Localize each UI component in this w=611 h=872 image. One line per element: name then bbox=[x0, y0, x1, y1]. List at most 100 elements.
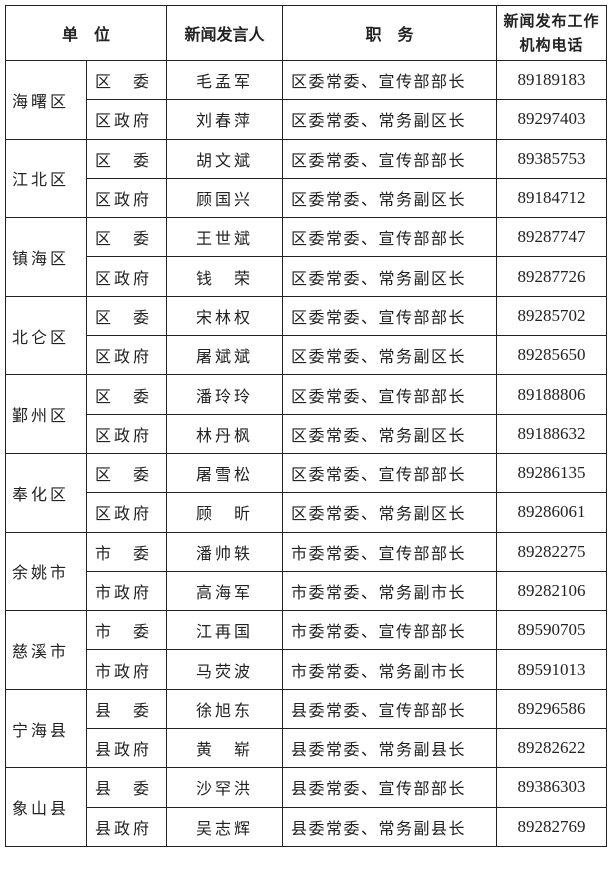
table-row: 江北区区 委胡文斌 区委常委、宣传部部长 89385753 bbox=[5, 138, 608, 219]
position-cell: 区委常委、常务副区长 bbox=[282, 492, 498, 533]
spokesperson-table: 单 位 新闻发言人 职 务 新闻发布工作机构电话 海曙区区 委毛孟军 区委常委、宣… bbox=[4, 5, 608, 847]
unit-cell: 区政府 bbox=[85, 492, 168, 533]
table-row: 县政府黄 崭县委常委、常务副县长 89282622 bbox=[6, 728, 608, 769]
header-row: 单 位 新闻发言人 职 务 新闻发布工作机构电话 bbox=[4, 5, 608, 61]
header-phone: 新闻发布工作机构电话 bbox=[496, 5, 608, 61]
region-name: 镇海区 bbox=[5, 217, 87, 297]
unit-cell: 市 委 bbox=[85, 531, 168, 572]
phone-cell: 89188632 bbox=[496, 413, 608, 454]
spokesperson-cell: 马荧波 bbox=[166, 649, 284, 690]
phone-cell: 89189183 bbox=[496, 59, 608, 101]
position-cell: 县委常委、宣传部部长 bbox=[282, 767, 498, 808]
header-spokesperson: 新闻发言人 bbox=[166, 5, 284, 61]
table-row: 区政府 屠斌斌 区委常委、常务副区长 89285650 bbox=[6, 335, 608, 376]
position-cell: 区委常委、宣传部部长 bbox=[282, 59, 498, 101]
unit-cell: 区政府 bbox=[85, 413, 168, 454]
region-name: 宁海县 bbox=[5, 688, 87, 769]
position-cell: 区委常委、宣传部部长 bbox=[282, 374, 498, 415]
position-cell: 县委常委、常务副县长 bbox=[282, 728, 498, 769]
spokesperson-cell: 顾国兴 bbox=[166, 177, 284, 219]
region-name: 北仑区 bbox=[5, 295, 87, 376]
unit-cell: 区政府 bbox=[85, 335, 168, 376]
unit-cell: 县 委 bbox=[85, 767, 168, 808]
position-cell: 区委常委、常务副区长 bbox=[282, 99, 498, 140]
position-cell: 市委常委、宣传部部长 bbox=[282, 610, 498, 651]
spokesperson-cell: 宋林权 bbox=[166, 295, 284, 337]
spokesperson-cell: 王世斌 bbox=[166, 217, 284, 258]
phone-cell: 89285702 bbox=[496, 295, 608, 337]
phone-cell: 89184712 bbox=[496, 177, 608, 219]
position-cell: 区委常委、宣传部部长 bbox=[282, 217, 498, 258]
spokesperson-cell: 潘玲玲 bbox=[166, 374, 284, 415]
phone-cell: 89386303 bbox=[496, 767, 608, 808]
unit-cell: 区 委 bbox=[85, 217, 168, 258]
spokesperson-cell: 刘春萍 bbox=[166, 99, 284, 140]
spokesperson-cell: 胡文斌 bbox=[166, 138, 284, 179]
table-row: 鄞州区区 委潘玲玲 区委常委、宣传部部长 89188806 bbox=[5, 374, 608, 454]
phone-cell: 89287747 bbox=[496, 217, 608, 258]
phone-cell: 89296586 bbox=[496, 688, 608, 730]
table-row: 区政府顾 昕区委常委、常务副区长 89286061 bbox=[6, 492, 608, 533]
header-unit: 单 位 bbox=[4, 5, 168, 61]
spokesperson-cell: 吴志辉 bbox=[166, 806, 284, 847]
phone-cell: 89297403 bbox=[496, 99, 608, 140]
unit-cell: 区政府 bbox=[85, 99, 168, 140]
unit-cell: 区 委 bbox=[85, 452, 168, 494]
region-name: 象山县 bbox=[5, 767, 87, 847]
position-cell: 市委常委、宣传部部长 bbox=[282, 531, 498, 572]
table-row: 区政府 顾国兴 区委常委、常务副区长 89184712 bbox=[6, 177, 608, 219]
table-row: 县政府 吴志辉 县委常委、常务副县长 89282769 bbox=[6, 806, 608, 847]
table-row: 象山县县 委沙罕洪 县委常委、宣传部部长 89386303 bbox=[5, 767, 608, 847]
position-cell: 区委常委、常务副区长 bbox=[282, 177, 498, 219]
phone-cell: 89591013 bbox=[496, 649, 608, 690]
phone-cell: 89282622 bbox=[496, 728, 608, 769]
region-name: 余姚市 bbox=[5, 531, 87, 612]
position-cell: 市委常委、常务副市长 bbox=[282, 570, 498, 612]
table-row: 市政府 马荧波 市委常委、常务副市长 89591013 bbox=[6, 649, 608, 690]
position-cell: 市委常委、常务副市长 bbox=[282, 649, 498, 690]
table-row: 余姚市市 委潘帅轶 市委常委、宣传部部长 89282275 bbox=[5, 531, 608, 612]
region-name: 江北区 bbox=[5, 138, 87, 219]
table-row: 区政府 刘春萍 区委常委、常务副区长 89297403 bbox=[6, 99, 608, 140]
table-row: 区政府钱 荣区委常委、常务副区长 89287726 bbox=[6, 256, 608, 297]
phone-cell: 89285650 bbox=[496, 335, 608, 376]
spokesperson-cell: 高海军 bbox=[166, 570, 284, 612]
spokesperson-cell: 钱 荣 bbox=[166, 256, 284, 297]
unit-cell: 区 委 bbox=[85, 295, 168, 337]
table-row: 区政府 林丹枫 区委常委、常务副区长 89188632 bbox=[6, 413, 608, 454]
position-cell: 县委常委、宣传部部长 bbox=[282, 688, 498, 730]
region-name: 奉化区 bbox=[5, 452, 87, 533]
header-position: 职 务 bbox=[282, 5, 498, 61]
phone-cell: 89286061 bbox=[496, 492, 608, 533]
position-cell: 区委常委、常务副区长 bbox=[282, 413, 498, 454]
region-name: 慈溪市 bbox=[5, 610, 87, 690]
position-cell: 区委常委、常务副区长 bbox=[282, 335, 498, 376]
table-row: 市政府 高海军 市委常委、常务副市长 89282106 bbox=[6, 570, 608, 612]
unit-cell: 区政府 bbox=[85, 177, 168, 219]
table-row: 慈溪市市 委江再国 市委常委、宣传部部长 89590705 bbox=[5, 610, 608, 690]
position-cell: 区委常委、宣传部部长 bbox=[282, 295, 498, 337]
phone-cell: 89282275 bbox=[496, 531, 608, 572]
phone-cell: 89385753 bbox=[496, 138, 608, 179]
spokesperson-cell: 江再国 bbox=[166, 610, 284, 651]
unit-cell: 区 委 bbox=[85, 59, 168, 101]
spokesperson-cell: 屠雪松 bbox=[166, 452, 284, 494]
table-row: 北仑区区 委宋林权 区委常委、宣传部部长 89285702 bbox=[5, 295, 608, 376]
unit-cell: 市 委 bbox=[85, 610, 168, 651]
unit-cell: 区 委 bbox=[85, 374, 168, 415]
spokesperson-cell: 沙罕洪 bbox=[166, 767, 284, 808]
phone-cell: 89286135 bbox=[496, 452, 608, 494]
position-cell: 区委常委、宣传部部长 bbox=[282, 452, 498, 494]
spokesperson-cell: 顾 昕 bbox=[166, 492, 284, 533]
spokesperson-cell: 黄 崭 bbox=[166, 728, 284, 769]
unit-cell: 市政府 bbox=[85, 570, 168, 612]
spokesperson-cell: 潘帅轶 bbox=[166, 531, 284, 572]
spokesperson-cell: 屠斌斌 bbox=[166, 335, 284, 376]
table-body: 海曙区区 委毛孟军 区委常委、宣传部部长 89189183 区政府 刘春萍 区委常委、常务… bbox=[5, 59, 608, 847]
phone-cell: 89287726 bbox=[496, 256, 608, 297]
unit-cell: 区 委 bbox=[85, 138, 168, 179]
unit-cell: 市政府 bbox=[85, 649, 168, 690]
table-row: 奉化区区 委屠雪松 区委常委、宣传部部长 89286135 bbox=[5, 452, 608, 533]
unit-cell: 县政府 bbox=[85, 806, 168, 847]
phone-cell: 89590705 bbox=[496, 610, 608, 651]
